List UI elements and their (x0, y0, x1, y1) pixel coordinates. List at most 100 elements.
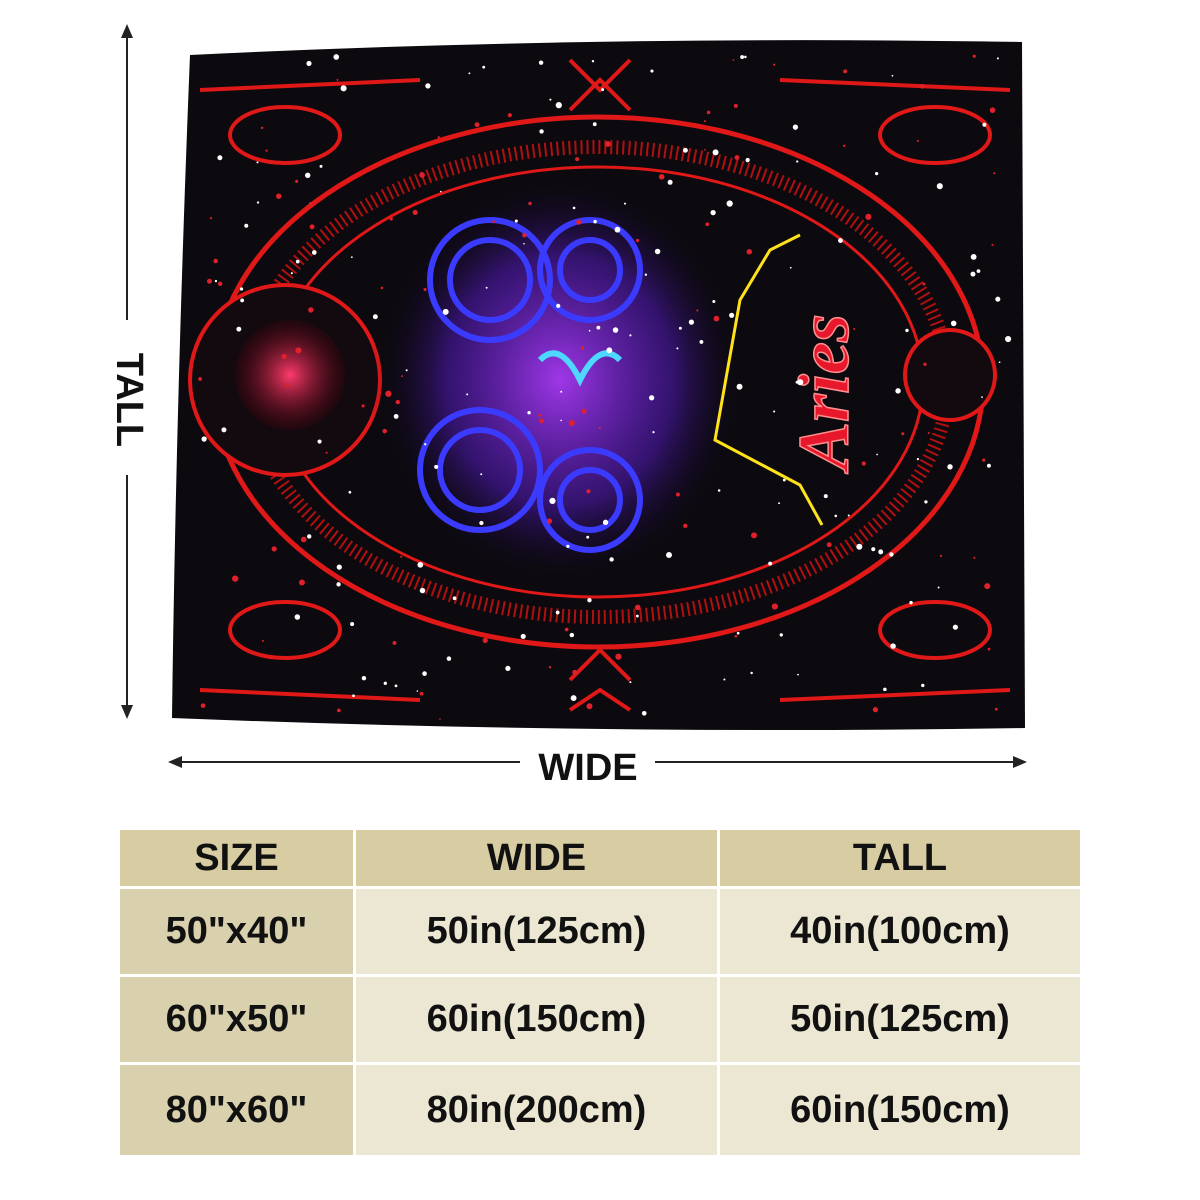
table-cell: 40in(100cm) (720, 889, 1080, 974)
star (201, 436, 207, 442)
star (843, 144, 846, 148)
left-medallion-glow (235, 320, 345, 430)
star (982, 458, 986, 462)
star (350, 622, 355, 627)
star (549, 497, 556, 505)
star (729, 312, 735, 318)
star (295, 179, 299, 183)
ram-glow (370, 170, 750, 590)
star (586, 535, 590, 539)
star (602, 519, 609, 526)
star (789, 266, 792, 269)
star (615, 653, 622, 660)
star (592, 122, 597, 127)
star (644, 273, 648, 276)
star (385, 390, 392, 397)
star (382, 428, 388, 434)
star (416, 690, 419, 692)
star (596, 325, 601, 330)
star (308, 201, 313, 206)
table-cell: 60in(150cm) (720, 1065, 1080, 1155)
star (393, 414, 399, 419)
star (290, 272, 293, 275)
star (361, 404, 365, 408)
star (834, 514, 838, 518)
star (295, 259, 300, 264)
star (285, 383, 290, 387)
star (412, 209, 418, 215)
star (348, 490, 352, 494)
star (901, 432, 905, 436)
star (380, 286, 384, 290)
star (705, 222, 710, 227)
star (726, 200, 733, 207)
star (853, 328, 856, 331)
aries-glyph (537, 350, 623, 387)
star (336, 582, 341, 587)
star (520, 633, 526, 639)
star (217, 281, 223, 287)
star (723, 678, 726, 681)
star (232, 575, 239, 582)
star (538, 413, 542, 417)
star (568, 420, 575, 426)
star (779, 633, 783, 637)
star (538, 60, 544, 65)
star (792, 124, 799, 130)
star (1005, 335, 1012, 343)
star (401, 375, 404, 378)
star (606, 347, 613, 354)
table-cell: 50in(125cm) (720, 977, 1080, 1062)
star (209, 217, 213, 220)
star (921, 683, 925, 688)
star (678, 326, 682, 330)
star (306, 60, 312, 67)
star (480, 473, 483, 476)
star (683, 147, 688, 153)
star (612, 327, 619, 333)
star (658, 173, 665, 180)
star (987, 647, 991, 651)
star (675, 492, 680, 497)
star (878, 549, 884, 555)
star (299, 579, 305, 586)
star (732, 59, 735, 61)
star (586, 489, 591, 494)
star (740, 55, 745, 59)
star (485, 286, 488, 289)
star (437, 136, 440, 139)
star (528, 201, 532, 206)
star (733, 103, 738, 108)
star (417, 561, 424, 568)
star (856, 543, 863, 550)
star (468, 72, 471, 75)
star (308, 307, 314, 313)
star (492, 220, 496, 224)
star (309, 224, 315, 230)
star (570, 695, 577, 702)
star (560, 419, 562, 422)
star (556, 303, 561, 308)
star (937, 586, 940, 589)
star (405, 369, 408, 372)
star (976, 269, 981, 273)
star (392, 641, 397, 645)
star (569, 632, 575, 638)
star (838, 238, 843, 243)
star (796, 160, 799, 163)
star (889, 552, 894, 557)
star (422, 671, 427, 676)
star (214, 279, 218, 283)
star (629, 681, 632, 684)
star (773, 63, 776, 66)
star (276, 193, 282, 199)
star (891, 74, 894, 77)
star (564, 627, 569, 632)
star (587, 598, 592, 603)
star (250, 290, 254, 293)
star (666, 551, 672, 558)
star (746, 249, 753, 255)
star (922, 282, 926, 286)
star (307, 534, 312, 539)
star (614, 226, 621, 233)
